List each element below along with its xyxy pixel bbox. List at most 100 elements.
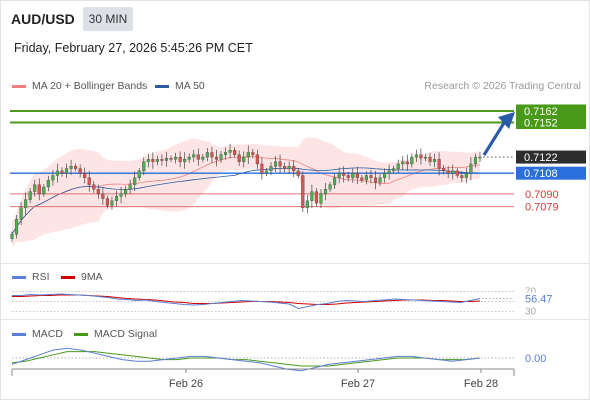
- resistance-2-label: 0.7162: [524, 106, 558, 118]
- candle-body: [205, 152, 209, 158]
- resistance-1-label: 0.7152: [524, 117, 558, 129]
- legend-rsi-ma-swatch: [61, 275, 75, 279]
- candle-body: [314, 191, 318, 204]
- candle-body: [10, 234, 14, 239]
- candle-body: [169, 158, 173, 160]
- candle-body: [328, 184, 332, 190]
- candle-body: [373, 177, 378, 183]
- candle-body: [269, 166, 273, 172]
- legend-bollinger-swatch: [12, 84, 26, 88]
- resistance-2-label-bg: [516, 104, 586, 118]
- x-tick-label: Feb 26: [169, 378, 203, 390]
- datetime-label: Friday, February 27, 2026 5:45:26 PM CET: [14, 41, 253, 55]
- legend-macd-signal: MACD Signal: [74, 328, 157, 340]
- candle-body: [437, 159, 441, 169]
- rsi-upper-label: 70: [525, 287, 537, 298]
- legend-bollinger: MA 20 + Bollinger Bands: [12, 80, 147, 92]
- candle-body: [405, 161, 409, 165]
- pivot-label: 0.7108: [524, 168, 558, 180]
- candle-body: [292, 166, 296, 172]
- legend-macd: MACD: [12, 328, 63, 340]
- candle-body: [110, 200, 114, 206]
- candle-body: [137, 170, 141, 178]
- candle-body: [387, 170, 391, 174]
- candle-body: [19, 207, 23, 220]
- candle-body: [151, 159, 155, 162]
- candle-body: [105, 198, 109, 206]
- x-tick-label: Feb 28: [464, 378, 498, 390]
- candle-body: [414, 154, 418, 158]
- candle-body: [260, 163, 264, 174]
- candle-body: [301, 175, 305, 208]
- candle-body: [28, 191, 32, 200]
- candle-body: [55, 170, 59, 176]
- candle-body: [119, 193, 123, 197]
- last-price-label-bg: [516, 150, 586, 164]
- candle-body: [464, 173, 468, 178]
- candle-body: [142, 161, 146, 172]
- candle-body: [37, 184, 41, 195]
- candle-body: [124, 189, 128, 195]
- panel-separator-rsi: [0, 263, 590, 264]
- candle-body: [24, 199, 28, 208]
- candle-body: [114, 196, 119, 201]
- legend-rsi-ma-label: 9MA: [81, 271, 103, 283]
- legend-ma50-swatch: [155, 84, 169, 88]
- candle-body: [333, 177, 337, 185]
- macd-line: [11, 347, 481, 372]
- legend-rsi-swatch: [12, 275, 26, 279]
- candle-body: [401, 161, 405, 165]
- legend-ma50: MA 50: [155, 80, 205, 92]
- legend-rsi: RSI: [12, 271, 50, 283]
- candle-body: [446, 170, 450, 174]
- x-tick-label: Feb 27: [341, 378, 375, 390]
- candle-body: [160, 159, 164, 161]
- candle-body: [337, 173, 341, 178]
- candle-body: [433, 159, 437, 162]
- candle-body: [237, 154, 241, 162]
- candle-body: [283, 166, 287, 169]
- candle-body: [360, 177, 364, 181]
- projection-arrow-shaft: [482, 122, 506, 156]
- candle-body: [96, 189, 100, 195]
- candle-body: [133, 177, 137, 185]
- candle-body: [469, 163, 473, 174]
- rsi-lower-label: 30: [525, 307, 537, 318]
- candle-body: [246, 152, 250, 158]
- candle-body: [296, 170, 300, 176]
- candle-body: [51, 175, 55, 181]
- candle-body: [396, 163, 400, 169]
- candle-body: [278, 161, 282, 167]
- candle-body: [273, 161, 278, 167]
- legend-bollinger-label: MA 20 + Bollinger Bands: [32, 80, 148, 92]
- candle-body: [442, 168, 446, 172]
- candle-body: [451, 170, 455, 174]
- candle-body: [42, 186, 46, 195]
- candle-body: [255, 154, 259, 165]
- support-2-label: 0.7079: [525, 202, 559, 214]
- candle-body: [164, 158, 169, 161]
- candle-body: [428, 156, 432, 162]
- candle-body: [383, 173, 387, 178]
- bollinger-band-area: [12, 137, 480, 247]
- candle-body: [364, 175, 368, 181]
- legend-macd-signal-swatch: [74, 332, 88, 336]
- candle-body: [92, 184, 96, 190]
- candle-body: [214, 156, 219, 160]
- candle-body: [251, 152, 255, 155]
- timeframe-badge[interactable]: 30 MIN: [83, 7, 133, 31]
- candle-body: [473, 156, 478, 165]
- candle-body: [219, 154, 223, 160]
- candle-body: [287, 166, 291, 169]
- support-1-label: 0.7090: [525, 189, 559, 201]
- candle-body: [201, 156, 205, 160]
- legend-macd-signal-label: MACD Signal: [94, 328, 158, 340]
- credit-label: Research © 2026 Trading Central: [424, 80, 581, 92]
- candle-body: [233, 149, 237, 155]
- candle-body: [323, 189, 328, 195]
- legend-rsi-ma: 9MA: [61, 271, 103, 283]
- candle-body: [392, 168, 396, 172]
- candle-body: [155, 159, 159, 162]
- rsi-line: [12, 293, 481, 310]
